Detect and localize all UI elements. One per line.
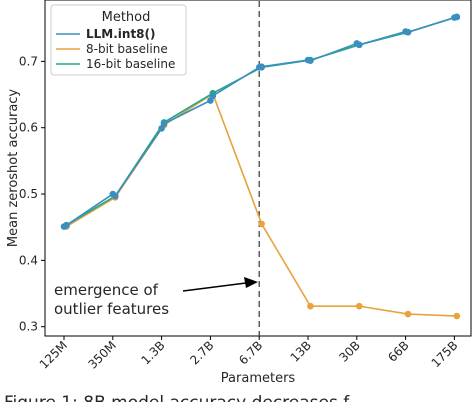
data-point-8-bit-baseline — [258, 220, 265, 228]
data-point-llm-int8 — [63, 221, 70, 229]
legend-box — [50, 4, 187, 76]
data-point-8-bit-baseline — [307, 302, 314, 310]
caption-fragment: Figure 1: 8B model accuracy decreases f.… — [4, 393, 364, 402]
legend-label-llm-int8: LLM.int8() — [86, 27, 156, 41]
x-tick-label: 175B — [429, 338, 461, 370]
data-point-llm-int8 — [404, 28, 412, 36]
data-point-llm-int8 — [258, 63, 265, 70]
x-tick-label: 350M — [85, 338, 118, 371]
annotation: emergence of outlier features — [54, 277, 258, 318]
plot-frame — [44, 0, 472, 337]
data-point-llm-int8 — [111, 192, 119, 200]
x-tick-label: 1.3B — [138, 338, 167, 367]
data-point-llm-int8 — [209, 92, 217, 100]
x-tick-label: 13B — [288, 338, 315, 365]
y-tick-label: 0.3 — [19, 320, 38, 334]
annotation-arrow-head — [244, 277, 258, 288]
x-tick-label: 2.7B — [187, 338, 216, 367]
data-point-llm-int8 — [307, 57, 314, 65]
y-tick-label: 0.7 — [19, 54, 38, 68]
x-tick-label: 30B — [336, 338, 363, 365]
data-point-8-bit-baseline — [355, 302, 363, 310]
y-tick-label: 0.5 — [19, 187, 38, 201]
y-axis-ticks: 0.3 0.4 0.5 0.6 0.7 — [19, 54, 45, 334]
annotation-arrow-shaft — [182, 282, 247, 292]
x-axis-label: Parameters — [221, 371, 296, 386]
legend-label-8bit: 8-bit baseline — [86, 42, 168, 56]
x-tick-label: 6.7B — [236, 338, 265, 367]
x-tick-label: 66B — [385, 338, 412, 365]
legend-title: Method — [102, 10, 151, 25]
y-tick-label: 0.4 — [19, 253, 38, 267]
annotation-line-2: outlier features — [54, 300, 169, 318]
data-point-8-bit-baseline — [404, 310, 412, 318]
data-point-8-bit-baseline — [453, 312, 461, 320]
data-point-llm-int8 — [355, 41, 363, 49]
x-axis-ticks: 125M 350M 1.3B 2.7B 6.7B 13B 30B 66B 175B — [37, 336, 461, 372]
y-tick-label: 0.6 — [19, 121, 38, 135]
x-tick-label: 125M — [37, 338, 70, 371]
series-points — [60, 13, 461, 320]
y-axis-label: Mean zeroshot accuracy — [6, 89, 21, 248]
data-point-llm-int8 — [160, 120, 168, 128]
legend-label-16bit: 16-bit baseline — [86, 57, 175, 71]
legend: Method LLM.int8() 8-bit baseline 16-bit … — [50, 4, 187, 76]
data-point-llm-int8 — [453, 13, 461, 21]
annotation-line-1: emergence of — [54, 281, 159, 299]
